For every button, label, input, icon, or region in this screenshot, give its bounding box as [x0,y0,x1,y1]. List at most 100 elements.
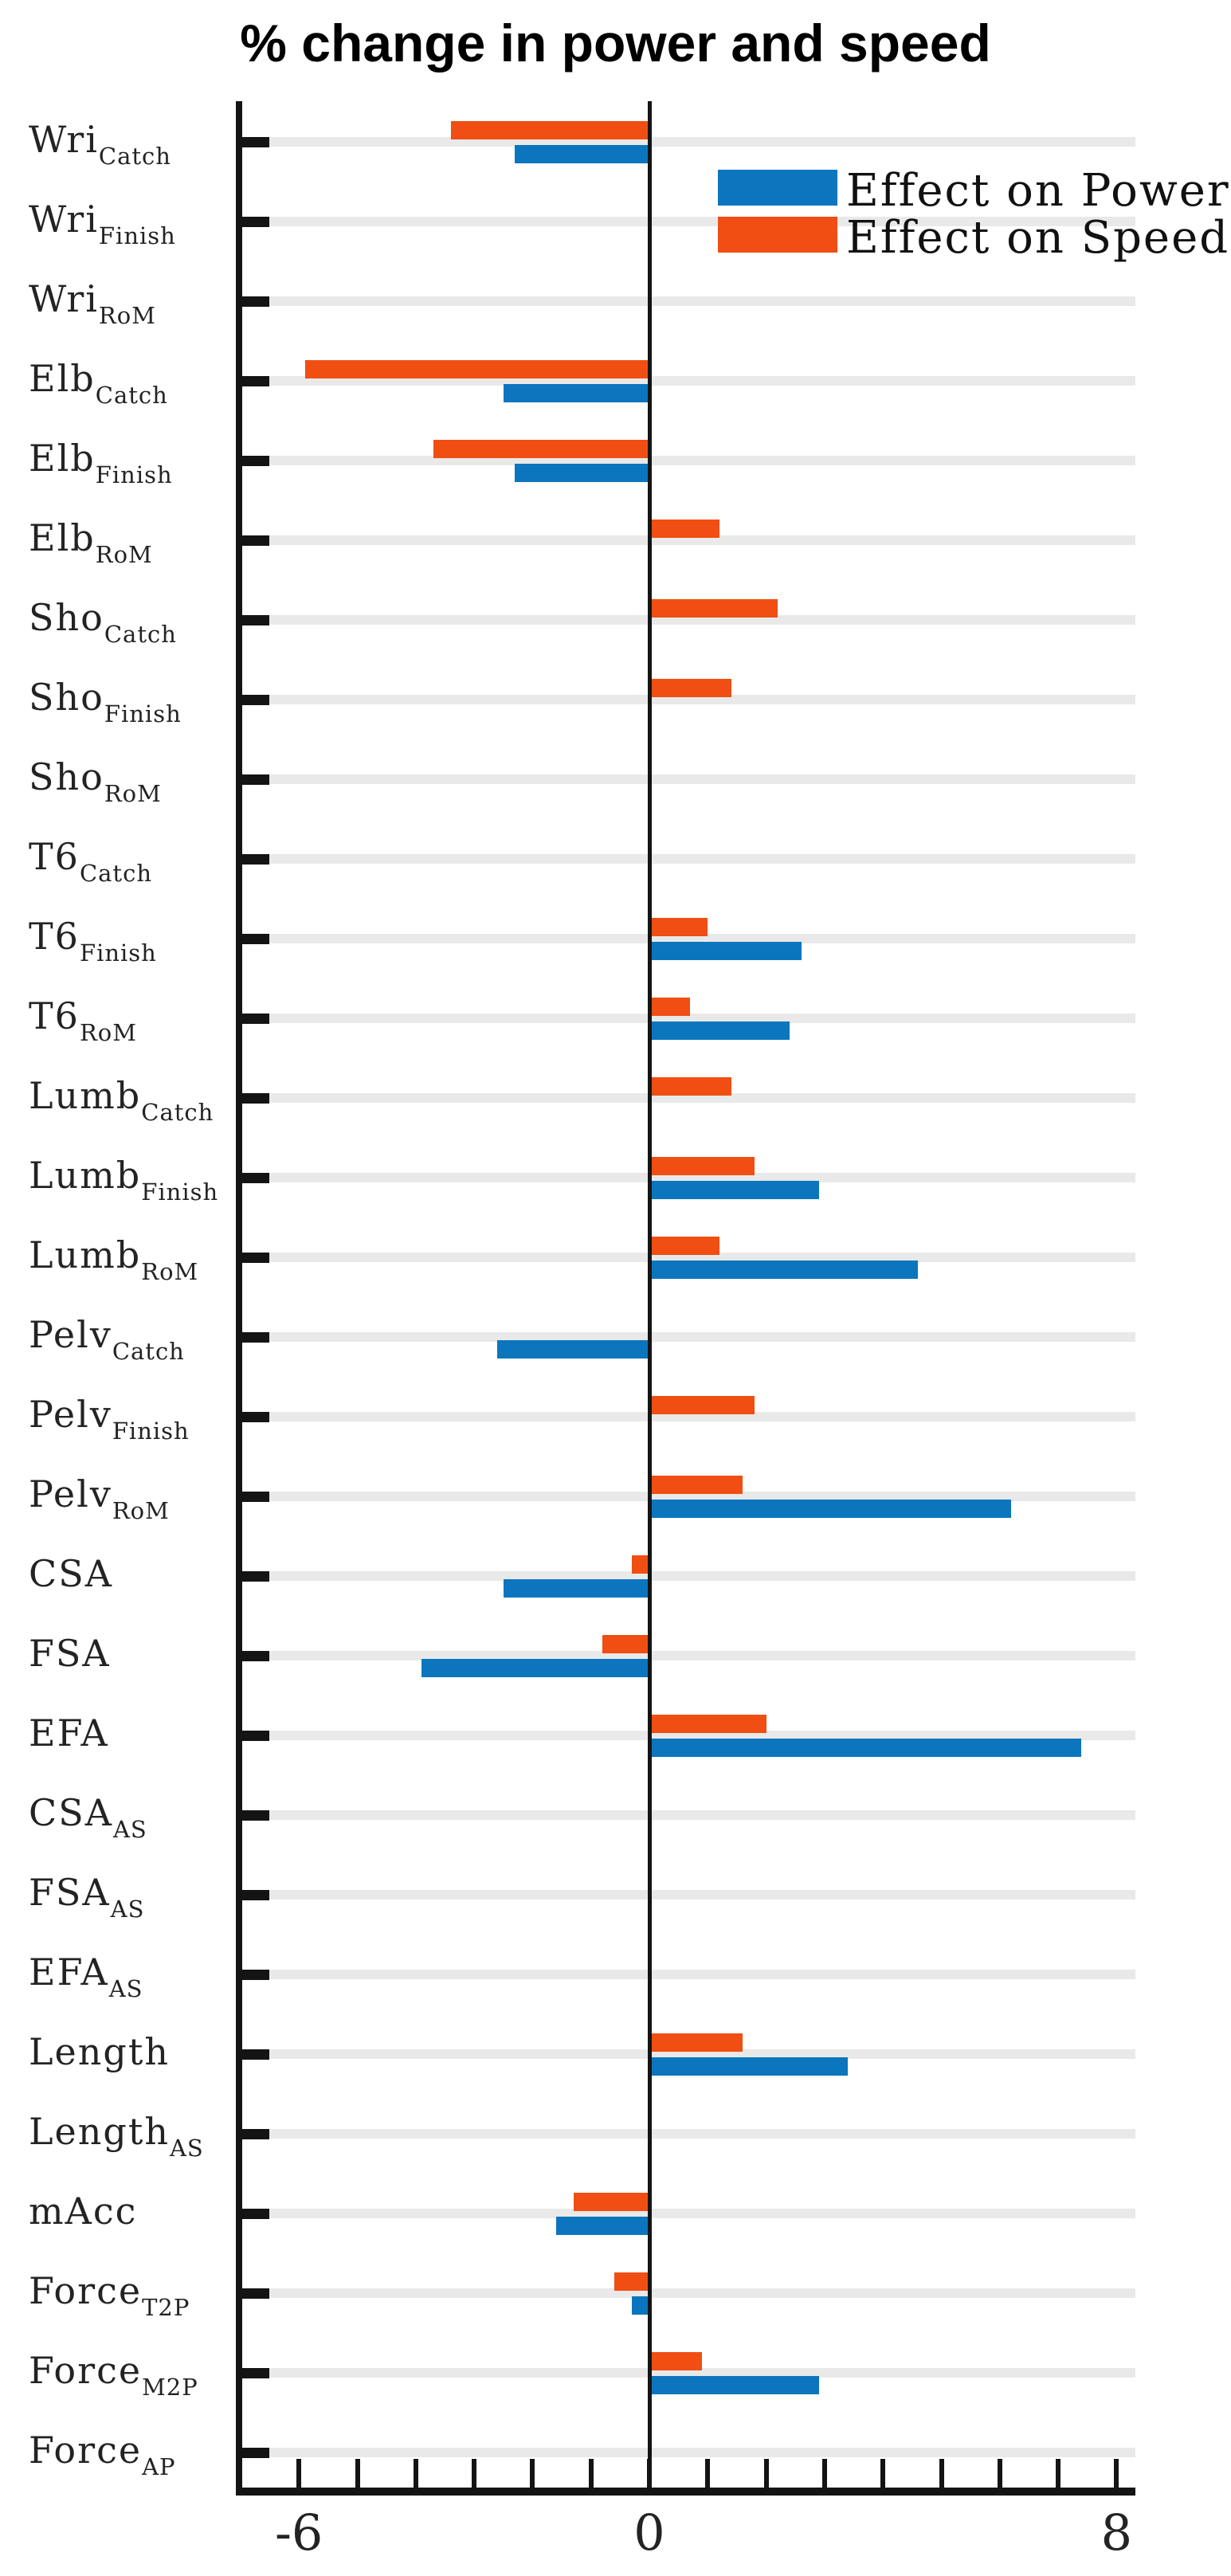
category-label-subscript: Finish [104,700,182,727]
gridline-lumb-finish [239,1173,1135,1182]
category-label-subscript: RoM [79,1019,137,1046]
gridline-sho-rom [239,774,1135,784]
category-label-sho-catch: ShoCatch [29,596,177,648]
power-bar-t6-finish [649,942,802,960]
y-tick-lumb-catch [239,1093,269,1104]
y-tick-lumb-rom [239,1253,269,1263]
power-bar-wri-catch [515,145,649,163]
gridline-elb-catch [239,376,1135,386]
speed-bar-pelv-finish [649,1396,755,1414]
gridline-sho-finish [239,695,1135,704]
category-label-subscript: AP [142,2453,176,2480]
category-label-subscript: AS [110,1896,145,1923]
x-tick--4 [413,2459,418,2488]
x-tick-5 [939,2459,944,2488]
category-label-elb-rom: ElbRoM [29,516,153,568]
gridline-fsa-as [239,1890,1135,1900]
category-label-base: CSA [29,1552,113,1595]
category-label-wri-finish: WriFinish [29,198,176,249]
category-label-subscript: Finish [79,939,157,966]
power-bar-pelv-catch [497,1340,649,1359]
category-label-pelv-rom: PelvRoM [29,1472,170,1524]
x-tick-4 [880,2459,886,2488]
y-tick-sho-finish [239,695,269,705]
category-label-subscript: AS [169,2135,204,2162]
power-bar-fsa [421,1659,649,1677]
chart-title: % change in power and speed [240,14,991,73]
category-label-base: Sho [29,755,104,798]
y-tick-force-ap [239,2448,269,2458]
category-label-length: Length [29,2030,170,2073]
speed-bar-lumb-catch [649,1077,731,1096]
gridline-force-t2p [239,2288,1135,2298]
gridline-t6-finish [239,934,1135,943]
x-tick-8 [1114,2459,1119,2488]
speed-bar-t6-rom [649,998,691,1016]
y-tick-force-t2p [239,2288,269,2299]
gridline-force-ap [239,2448,1135,2457]
category-label-fsa: FSA [29,1632,111,1675]
category-label-elb-finish: ElbFinish [29,437,173,488]
power-bar-elb-catch [503,384,649,402]
category-label-elb-catch: ElbCatch [29,357,168,409]
x-tick-6 [997,2459,1002,2488]
gridline-force-m2p [239,2368,1135,2378]
speed-bar-force-m2p [649,2352,702,2370]
category-label-subscript: AS [108,1975,143,2002]
x-tick--5 [355,2459,360,2488]
speed-bar-fsa [602,1635,649,1653]
gridline-length-as [239,2129,1135,2139]
speed-bar-pelv-rom [649,1476,743,1494]
y-tick-csa [239,1571,269,1582]
category-label-base: Pelv [29,1313,112,1356]
speed-bar-t6-finish [649,918,708,936]
category-label-base: T6 [29,994,80,1037]
y-tick-lumb-finish [239,1173,269,1183]
y-tick-wri-finish [239,217,269,227]
category-label-base: Elb [29,357,96,400]
y-tick-elb-catch [239,376,269,386]
y-tick-pelv-catch [239,1332,269,1343]
x-tick-3 [821,2459,827,2488]
gridline-macc [239,2209,1135,2218]
speed-bar-elb-rom [649,520,719,538]
x-tick-label-0: 0 [633,2503,665,2562]
speed-bar-lumb-rom [649,1237,719,1255]
category-label-efa: EFA [29,1711,109,1755]
x-axis-line [236,2488,1135,2496]
power-bar-length [649,2057,849,2076]
gridline-pelv-rom [239,1492,1135,1501]
category-label-lumb-rom: LumbRoM [29,1233,198,1285]
category-label-subscript: AS [112,1816,147,1843]
power-bar-force-m2p [649,2376,819,2394]
gridline-efa [239,1731,1135,1740]
category-label-subscript: Finish [112,1417,190,1445]
power-bar-pelv-rom [649,1500,1012,1518]
y-tick-wri-catch [239,137,269,147]
category-label-force-m2p: ForceM2P [29,2349,198,2401]
gridline-t6-rom [239,1014,1135,1023]
y-tick-t6-rom [239,1014,269,1024]
category-label-subscript: Catch [112,1338,185,1365]
category-label-length-as: LengthAS [29,2110,204,2162]
y-tick-force-m2p [239,2368,269,2378]
category-label-wri-rom: WriRoM [29,277,156,329]
category-label-subscript: Finish [141,1178,219,1206]
speed-bar-efa [649,1715,766,1733]
speed-bar-elb-catch [304,360,649,378]
y-tick-sho-catch [239,615,269,625]
category-label-base: Lumb [29,1154,142,1197]
y-tick-wri-rom [239,296,269,307]
category-label-base: mAcc [29,2190,138,2233]
y-tick-length [239,2049,269,2060]
zero-reference-line [648,101,652,2496]
legend-swatch-power [718,170,837,206]
y-tick-csa-as [239,1810,269,1821]
category-label-t6-rom: T6RoM [29,994,137,1046]
speed-bar-sho-catch [649,599,778,618]
category-label-base: CSA [29,1791,113,1834]
y-tick-pelv-rom [239,1492,269,1502]
speed-bar-length [649,2033,743,2052]
power-bar-t6-rom [649,1021,790,1040]
category-label-subscript: Catch [79,860,153,887]
